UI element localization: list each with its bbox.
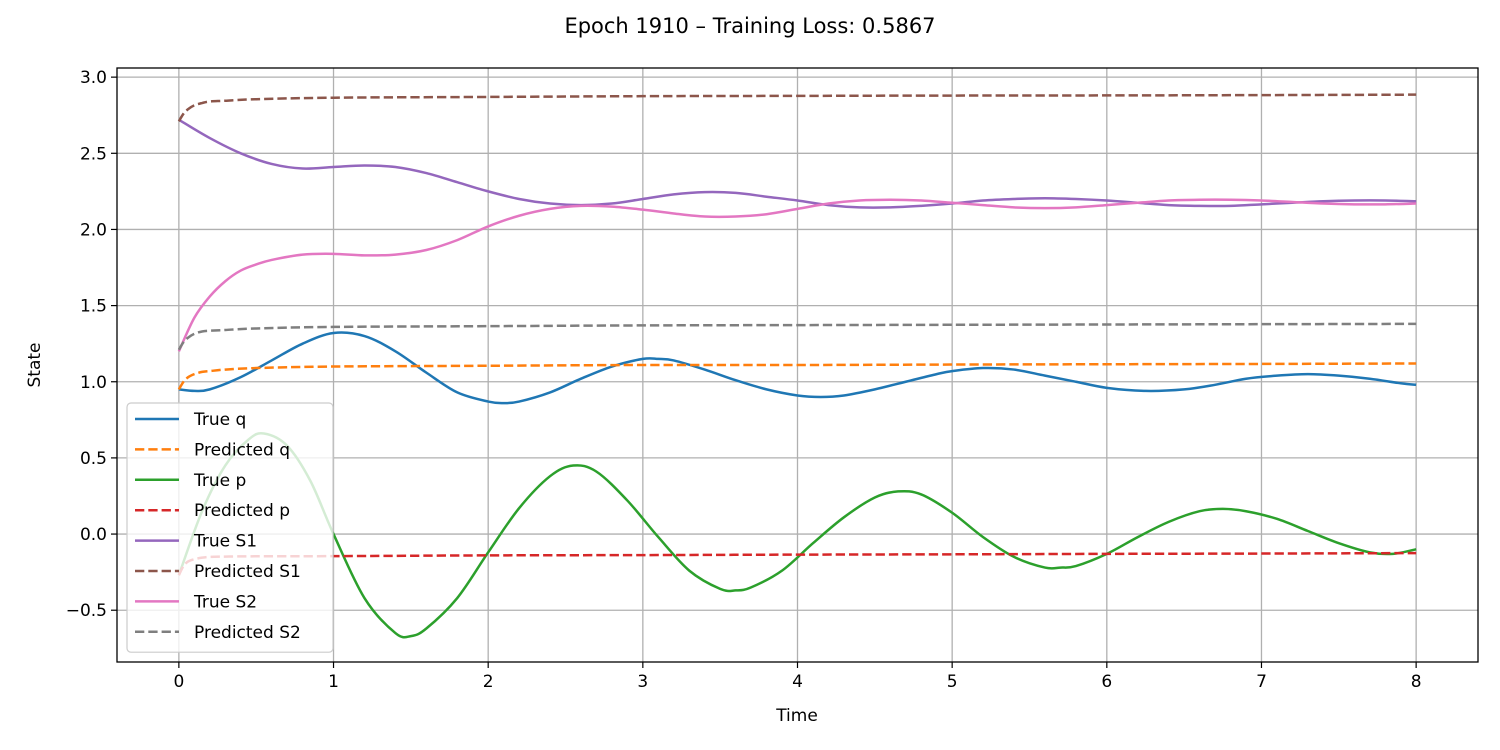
x-tick-label: 0 — [173, 672, 184, 692]
y-tick-label: 0.5 — [80, 449, 107, 469]
legend-label-predicted-s1: Predicted S1 — [194, 562, 301, 582]
y-tick-label: 3.0 — [80, 68, 107, 88]
series-line-predicted-s2 — [177, 322, 1417, 351]
y-tick-label: 0.0 — [80, 525, 107, 545]
legend-label-true-q: True q — [193, 410, 246, 430]
legend-label-true-s2: True S2 — [193, 592, 257, 612]
y-tick-label: −0.5 — [66, 601, 107, 621]
x-tick-label: 3 — [637, 672, 648, 692]
y-tick-label: 2.0 — [80, 220, 107, 240]
x-tick-label: 2 — [483, 672, 494, 692]
series-line-true-s2 — [177, 198, 1417, 352]
y-tick-label: 1.0 — [80, 373, 107, 393]
x-tick-label: 5 — [947, 672, 958, 692]
legend-label-true-p: True p — [193, 471, 246, 491]
y-axis-label: State — [25, 343, 45, 388]
x-tick-label: 8 — [1411, 672, 1422, 692]
chart-title: Epoch 1910 – Training Loss: 0.5867 — [564, 14, 935, 38]
series-line-true-q — [178, 331, 1417, 405]
x-tick-label: 6 — [1101, 672, 1112, 692]
series-lines — [177, 93, 1417, 639]
x-tick-label: 1 — [328, 672, 339, 692]
series-line-predicted-s1 — [177, 93, 1417, 122]
grid — [117, 68, 1478, 662]
legend-label-predicted-p: Predicted p — [194, 501, 290, 521]
series-line-true-p — [177, 432, 1417, 639]
x-axis-label: Time — [775, 706, 818, 726]
y-tick-label: 2.5 — [80, 144, 107, 164]
legend: True q Predicted q True p Predicted p True S… — [126, 402, 334, 653]
series-line-true-s1 — [178, 118, 1417, 209]
y-tick-label: 1.5 — [80, 297, 107, 317]
x-tick-label: 7 — [1256, 672, 1267, 692]
legend-label-predicted-q: Predicted q — [194, 440, 290, 460]
series-line-predicted-q — [177, 362, 1417, 391]
legend-box — [126, 402, 334, 653]
axis-ticks: 0 1 2 3 4 5 6 7 8 −0.5 0.0 0.5 1.0 1.5 2.0 2.5 3.0 — [66, 68, 1422, 692]
series-line-predicted-p — [177, 551, 1417, 576]
legend-label-predicted-s2: Predicted S2 — [194, 623, 301, 643]
legend-label-true-s1: True S1 — [193, 532, 257, 552]
x-tick-label: 4 — [792, 672, 803, 692]
